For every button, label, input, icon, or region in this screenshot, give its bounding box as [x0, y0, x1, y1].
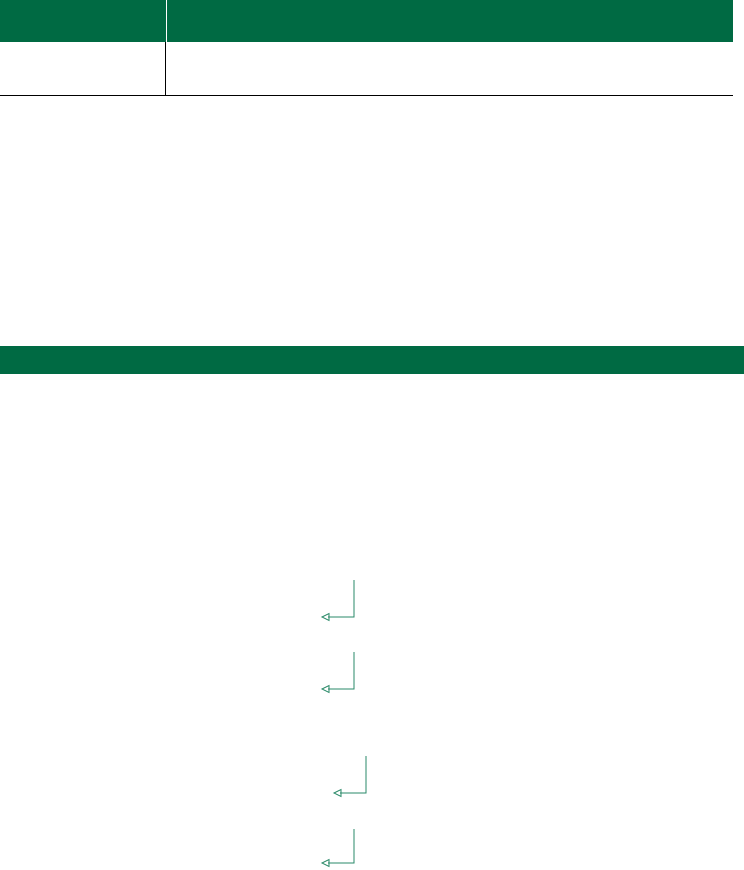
return-arrow-icon: [320, 829, 360, 870]
return-arrow-icon: [320, 652, 360, 696]
table-bottom-rule: [0, 95, 733, 96]
return-arrow-icon: [320, 580, 360, 624]
table-header-right: [167, 0, 733, 42]
header-table: [0, 0, 733, 96]
section-header-bar: [0, 346, 744, 374]
table-header-left: [0, 0, 166, 42]
table-column-divider: [165, 42, 166, 96]
return-arrow-icon: [332, 756, 372, 800]
